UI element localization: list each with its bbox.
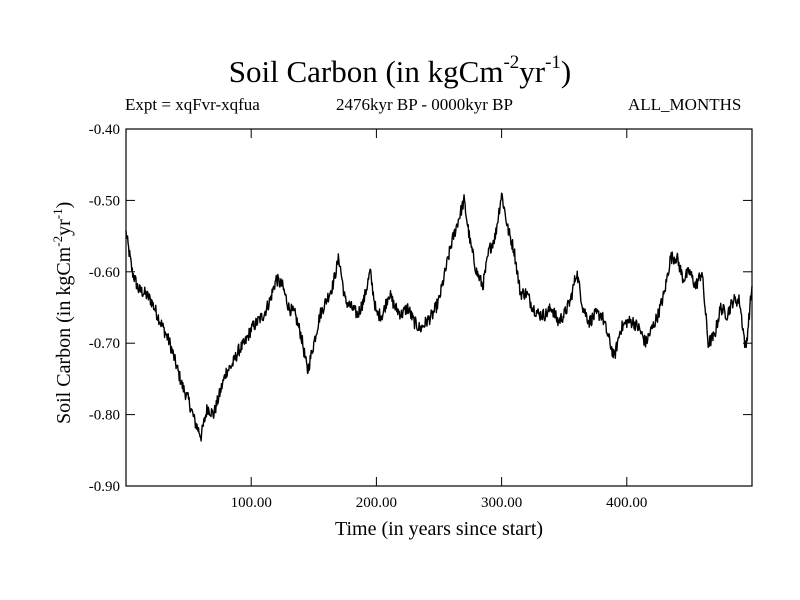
subtitle-left: Expt = xqFvr-xqfua [125, 95, 260, 114]
x-tick-label: 400.00 [606, 495, 647, 511]
x-tick-label: 300.00 [481, 495, 522, 511]
y-tick-label: -0.40 [89, 122, 120, 138]
y-tick-label: -0.90 [89, 479, 120, 495]
x-axis-label: Time (in years since start) [335, 518, 543, 540]
y-tick-label: -0.60 [89, 265, 120, 281]
plot-frame [125, 128, 753, 487]
subtitle-center: 2476kyr BP - 0000kyr BP [336, 95, 513, 114]
y-tick-label: -0.50 [89, 193, 120, 209]
chart-title: Soil Carbon (in kgCm-2yr-1) [228, 52, 572, 89]
x-tick-label: 100.00 [231, 495, 272, 511]
x-tick-label: 200.00 [356, 495, 397, 511]
y-tick-label: -0.70 [89, 336, 120, 352]
y-tick-label: -0.80 [89, 408, 120, 424]
series-line-soil-carbon [125, 192, 753, 442]
subtitle-right: ALL_MONTHS [628, 95, 742, 114]
